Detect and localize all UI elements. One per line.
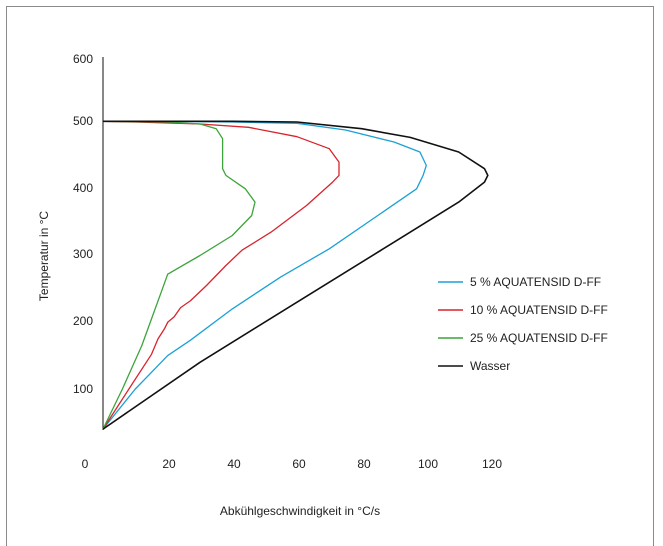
legend-label: 5 % AQUATENSID D-FF: [470, 275, 601, 289]
x-tick-label: 60: [292, 457, 306, 471]
legend: 5 % AQUATENSID D-FF 10 % AQUATENSID D-FF 2…: [438, 275, 608, 373]
series-line: [102, 120, 340, 430]
x-tick-label: 40: [227, 457, 241, 471]
y-tick-label: 200: [73, 314, 93, 328]
y-tick-label: 300: [73, 247, 93, 261]
legend-label: Wasser: [470, 359, 510, 373]
x-tick-label: 100: [418, 457, 438, 471]
x-tick-label: 20: [162, 457, 176, 471]
legend-label: 25 % AQUATENSID D-FF: [470, 331, 608, 345]
x-tick-label: 0: [82, 457, 89, 471]
x-axis-title: Abkühlgeschwindigkeit in °C/s: [220, 504, 380, 518]
y-tick-label: 400: [73, 181, 93, 195]
series-line: [102, 120, 256, 430]
y-tick-label: 600: [73, 52, 93, 66]
y-tick-label: 500: [73, 114, 93, 128]
y-axis-title: Temperatur in °C: [37, 211, 51, 301]
series-layer: [102, 120, 489, 430]
x-tick-label: 80: [357, 457, 371, 471]
legend-label: 10 % AQUATENSID D-FF: [470, 303, 608, 317]
x-tick-label: 120: [482, 457, 502, 471]
series-line: [102, 120, 427, 430]
chart-frame: [6, 6, 654, 546]
y-tick-label: 100: [73, 382, 93, 396]
series-line: [102, 120, 489, 430]
y-tick-labels: 100 200 300 400 500 600: [73, 52, 93, 396]
x-tick-labels: 0 20 40 60 80 100 120: [82, 457, 503, 471]
